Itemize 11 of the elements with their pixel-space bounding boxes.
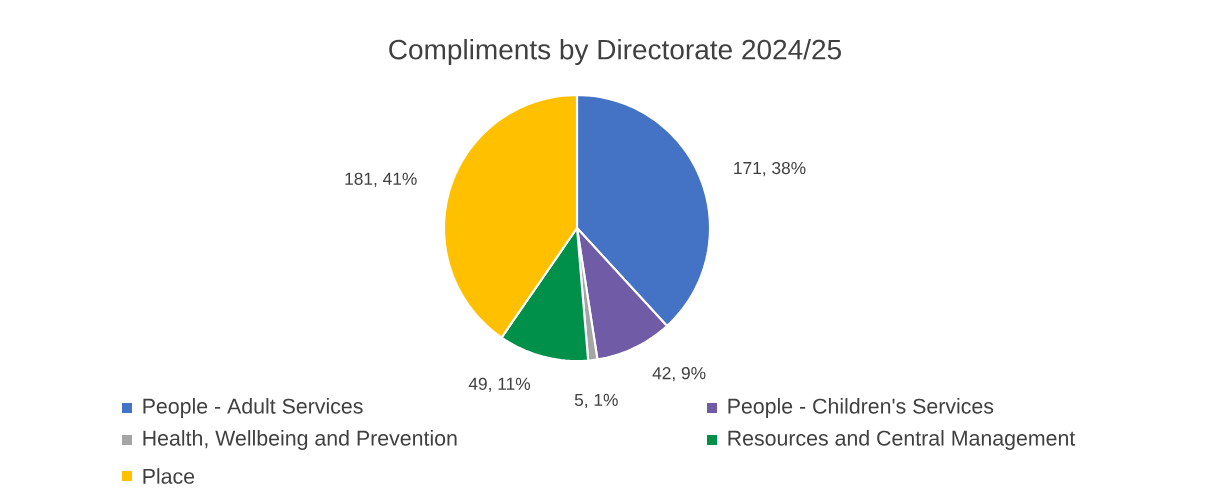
data-label: 49, 11% xyxy=(468,377,531,392)
data-label: 42, 9% xyxy=(652,367,706,382)
legend-label: People - Children's Services xyxy=(728,398,994,418)
data-label: 171, 38% xyxy=(734,161,806,177)
legend-label: Place xyxy=(143,468,195,484)
data-label: 5, 1% xyxy=(574,393,618,409)
legend-label: Resources and Central Management xyxy=(728,430,1076,450)
chart-title: Compliments by Directorate 2024/25 xyxy=(389,38,841,66)
legend-label: People - Adult Services xyxy=(143,398,363,418)
data-label: 181, 41% xyxy=(345,172,417,187)
legend-label: Health, Wellbeing and Prevention xyxy=(143,430,457,450)
